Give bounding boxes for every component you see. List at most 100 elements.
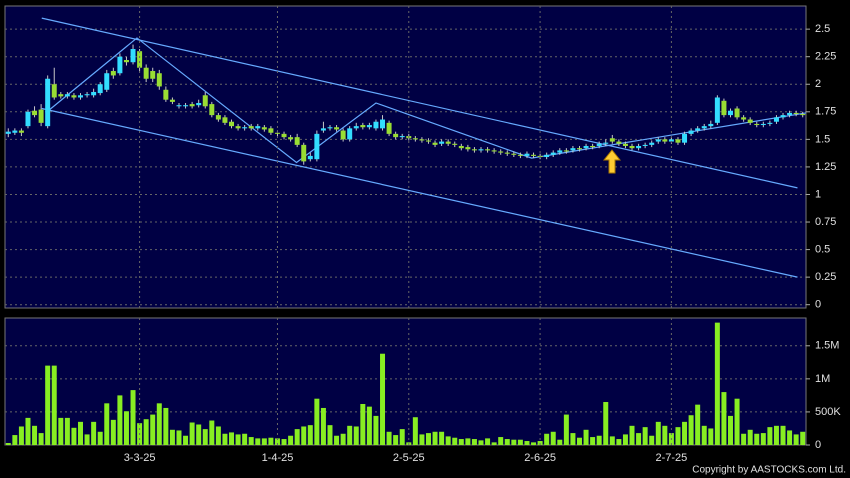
candle-body	[196, 102, 202, 106]
volume-bar	[360, 403, 366, 445]
volume-bar	[215, 426, 221, 445]
candle-body	[760, 123, 766, 126]
trend-line	[41, 17, 798, 189]
volume-bar	[380, 353, 386, 445]
candle-body	[84, 94, 90, 96]
volume-bar	[695, 404, 701, 445]
volume-bar	[590, 437, 596, 445]
volume-bar	[169, 429, 175, 445]
y-tick-label: 1	[815, 188, 821, 200]
volume-bar	[485, 438, 491, 445]
candle-body	[452, 143, 458, 145]
volume-bar	[491, 442, 497, 445]
candle-body	[327, 127, 333, 129]
candle-body	[439, 141, 445, 144]
candle-body	[97, 84, 103, 94]
volume-bar	[274, 438, 280, 445]
volume-bar	[307, 425, 313, 445]
candle-body	[366, 125, 372, 128]
volume-bar	[655, 421, 661, 445]
volume-bar	[550, 431, 556, 445]
candle-body	[701, 126, 707, 129]
candle-body	[662, 139, 668, 142]
candle-body	[268, 128, 274, 133]
candle-body	[222, 117, 228, 123]
candle-body	[32, 110, 38, 116]
candle-body	[570, 148, 576, 151]
volume-bar	[78, 421, 83, 445]
candle-body	[609, 138, 615, 142]
volume-bar	[603, 402, 609, 445]
volume-bar	[596, 435, 602, 445]
y-tick-label: 500K	[815, 406, 841, 418]
candle-body	[583, 145, 589, 149]
volume-bar	[511, 439, 517, 445]
volume-bar	[642, 427, 648, 445]
candle-body	[688, 130, 694, 134]
volume-bar	[793, 434, 799, 445]
candle-body	[616, 141, 622, 144]
volume-bar	[320, 407, 326, 445]
candle-body	[419, 139, 425, 141]
volume-bar	[649, 435, 655, 445]
volume-bar	[366, 406, 372, 445]
arrow-marker	[602, 149, 622, 174]
volume-bar	[12, 435, 18, 445]
volume-bar	[110, 419, 116, 445]
candle-body	[557, 150, 563, 153]
candle-body	[767, 122, 773, 124]
y-tick-label: 2.25	[815, 51, 836, 63]
candle-body	[708, 123, 714, 127]
candle-body	[45, 78, 51, 127]
candle-body	[288, 137, 294, 140]
candle-body	[741, 117, 747, 120]
volume-bar	[183, 435, 189, 445]
volume-bar	[334, 435, 340, 445]
candle-body	[458, 145, 464, 149]
volume-bar	[91, 421, 97, 445]
volume-bar	[419, 434, 425, 445]
volume-bar	[544, 433, 550, 445]
candle-body	[340, 130, 346, 140]
candle-body	[629, 145, 635, 149]
candle-body	[754, 123, 760, 126]
volume-bar	[18, 426, 24, 445]
volume-bar	[222, 433, 228, 445]
volume-bar	[747, 429, 753, 445]
candle-body	[603, 142, 609, 144]
plot-layer: 0 0.25 0.5 0.75 1 1.25 1.5 1.75 2 2.25 2.5 0 500K 1M 1…	[5, 6, 841, 464]
candle-body	[176, 105, 182, 107]
volume-bar	[123, 411, 129, 445]
candle-body	[524, 153, 530, 156]
volume-bar	[130, 390, 136, 445]
candle-body	[787, 112, 793, 116]
candle-body	[163, 89, 169, 100]
volume-bar	[728, 415, 733, 445]
candle-body	[156, 73, 162, 87]
volume-bar	[294, 429, 300, 445]
volume-bar	[5, 443, 11, 445]
volume-bar	[458, 439, 464, 445]
y-tick-label: 0.75	[815, 216, 836, 228]
volume-bar	[393, 435, 399, 445]
candle-body	[668, 139, 674, 142]
candle-body	[64, 94, 70, 97]
volume-bar	[616, 439, 622, 445]
x-tick-label: 2-7-25	[656, 452, 688, 464]
candle-body	[320, 128, 326, 131]
candle-body	[123, 60, 129, 63]
volume-bar	[767, 427, 773, 445]
candle-body	[38, 109, 44, 123]
volume-bar	[622, 434, 628, 445]
volume-bar	[399, 429, 405, 445]
candle-body	[465, 147, 471, 150]
copyright: Copyright by AASTOCKS.com Ltd.	[692, 465, 846, 476]
candle-body	[334, 127, 340, 130]
x-tick-label: 2-6-25	[524, 452, 556, 464]
volume-bar	[754, 433, 760, 445]
volume-bar	[104, 403, 110, 445]
y-tick-label: 1.75	[815, 106, 836, 118]
volume-bar	[708, 428, 714, 445]
volume-bar	[150, 414, 156, 445]
volume-bar	[281, 439, 287, 445]
